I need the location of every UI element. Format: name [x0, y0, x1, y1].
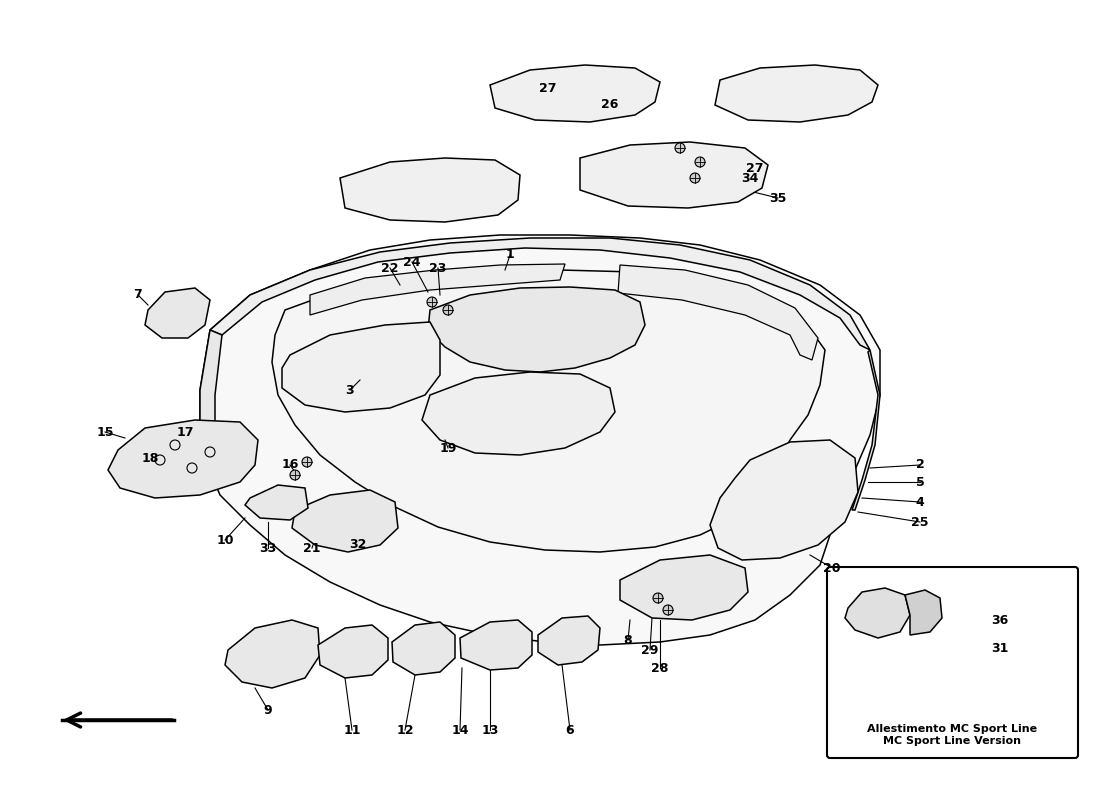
Text: 20: 20 [823, 562, 840, 574]
Text: 27: 27 [746, 162, 763, 174]
Polygon shape [580, 142, 768, 208]
Circle shape [695, 157, 705, 167]
Text: 16: 16 [282, 458, 299, 471]
Text: 6: 6 [565, 723, 574, 737]
Text: 19: 19 [439, 442, 456, 454]
Polygon shape [210, 238, 870, 350]
Text: 26: 26 [602, 98, 618, 111]
Text: 4: 4 [915, 495, 924, 509]
Text: 17: 17 [176, 426, 194, 438]
Polygon shape [200, 235, 880, 645]
Polygon shape [618, 265, 818, 360]
Polygon shape [852, 350, 880, 510]
Text: 27: 27 [539, 82, 557, 94]
Polygon shape [282, 322, 440, 412]
Text: Allestimento MC Sport Line
MC Sport Line Version: Allestimento MC Sport Line MC Sport Line… [867, 724, 1037, 746]
Polygon shape [245, 485, 308, 520]
Polygon shape [292, 490, 398, 552]
Text: 15: 15 [97, 426, 113, 438]
Text: 3: 3 [345, 383, 354, 397]
Polygon shape [310, 264, 565, 315]
Polygon shape [108, 420, 258, 498]
Polygon shape [905, 590, 942, 635]
Text: 7: 7 [133, 289, 142, 302]
Circle shape [690, 173, 700, 183]
Text: 24: 24 [404, 255, 420, 269]
Text: 2: 2 [915, 458, 924, 471]
Polygon shape [620, 555, 748, 620]
Text: 12: 12 [396, 723, 414, 737]
Text: 23: 23 [429, 262, 447, 274]
Text: 21: 21 [304, 542, 321, 554]
Text: 33: 33 [260, 542, 276, 554]
Polygon shape [538, 616, 600, 665]
Text: 14: 14 [451, 723, 469, 737]
Text: 35: 35 [769, 191, 786, 205]
Text: 9: 9 [264, 703, 273, 717]
Text: 29: 29 [641, 643, 659, 657]
Text: 34: 34 [741, 171, 759, 185]
Circle shape [653, 593, 663, 603]
Circle shape [663, 605, 673, 615]
Circle shape [302, 457, 312, 467]
Polygon shape [710, 440, 858, 560]
Polygon shape [422, 372, 615, 455]
Polygon shape [340, 158, 520, 222]
Circle shape [443, 305, 453, 315]
Text: eurosports: eurosports [283, 361, 757, 499]
Polygon shape [490, 65, 660, 122]
Text: 13: 13 [482, 723, 498, 737]
Text: a passion for detail since 1985: a passion for detail since 1985 [350, 456, 691, 524]
Text: 32: 32 [350, 538, 366, 551]
Polygon shape [460, 620, 532, 670]
Polygon shape [318, 625, 388, 678]
Polygon shape [715, 65, 878, 122]
Polygon shape [200, 330, 222, 455]
Polygon shape [226, 620, 320, 688]
Text: 25: 25 [911, 515, 928, 529]
Text: 31: 31 [991, 642, 1009, 654]
Text: 11: 11 [343, 723, 361, 737]
Text: 22: 22 [382, 262, 398, 274]
FancyBboxPatch shape [827, 567, 1078, 758]
Polygon shape [145, 288, 210, 338]
Text: 18: 18 [141, 451, 158, 465]
Polygon shape [845, 588, 910, 638]
Text: 10: 10 [217, 534, 233, 546]
Circle shape [290, 470, 300, 480]
Circle shape [427, 297, 437, 307]
Text: 1: 1 [506, 249, 515, 262]
Polygon shape [428, 287, 645, 372]
Circle shape [675, 143, 685, 153]
Text: 8: 8 [624, 634, 632, 646]
Polygon shape [272, 270, 825, 552]
Text: 28: 28 [651, 662, 669, 674]
Text: 5: 5 [915, 475, 924, 489]
Text: 36: 36 [991, 614, 1009, 626]
Polygon shape [392, 622, 455, 675]
